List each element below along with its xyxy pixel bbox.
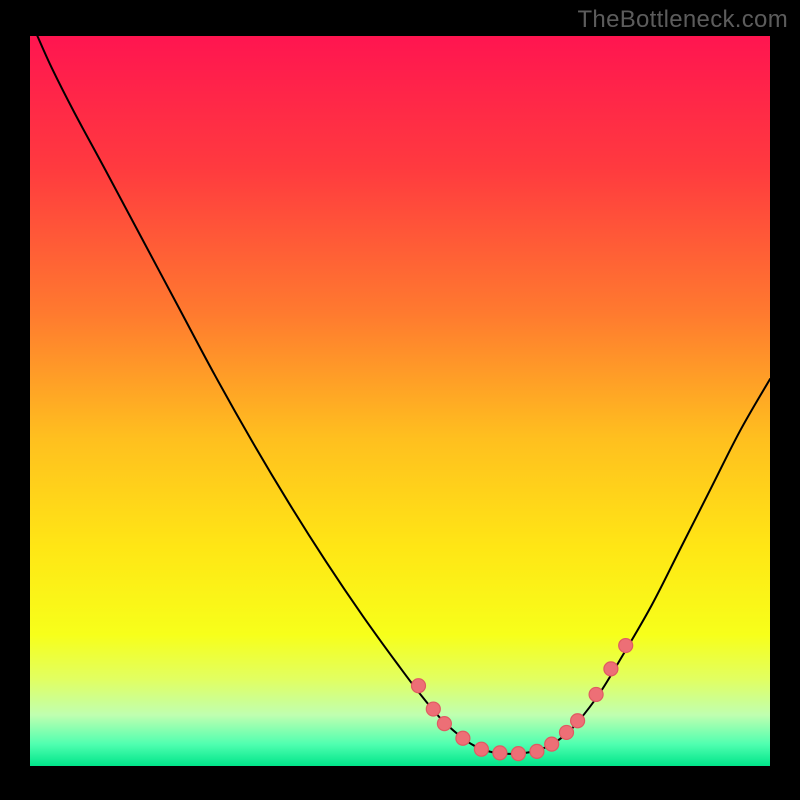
curve-marker [493, 746, 507, 760]
watermark-text: TheBottleneck.com [577, 6, 788, 34]
curve-marker [511, 747, 525, 761]
curve-marker [474, 742, 488, 756]
curve-marker [589, 687, 603, 701]
curve-marker [560, 725, 574, 739]
curve-marker [412, 679, 426, 693]
curve-marker [437, 717, 451, 731]
curve-marker [530, 744, 544, 758]
bottleneck-chart [0, 0, 800, 800]
curve-marker [456, 731, 470, 745]
chart-background [30, 36, 770, 766]
curve-marker [545, 737, 559, 751]
curve-marker [426, 702, 440, 716]
curve-marker [571, 714, 585, 728]
curve-marker [604, 662, 618, 676]
curve-marker [619, 639, 633, 653]
chart-frame: TheBottleneck.com [0, 0, 800, 800]
